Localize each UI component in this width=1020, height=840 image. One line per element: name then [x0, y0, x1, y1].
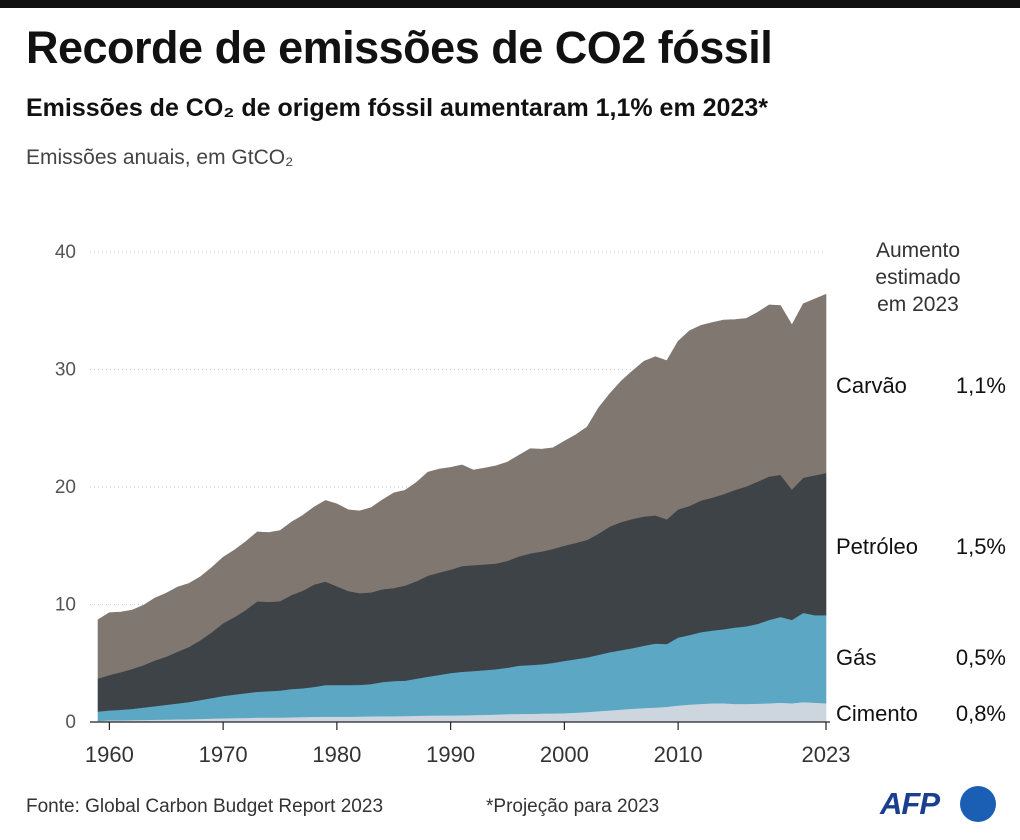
legend-heading-line-1: Aumento: [842, 237, 994, 264]
projection-note: *Projeção para 2023: [486, 796, 659, 818]
legend-item-carvao: Carvão 1,1%: [836, 373, 1006, 401]
y-tick-label: 10: [55, 595, 76, 616]
y-tick-label: 30: [55, 360, 76, 381]
x-tick-label: 1990: [426, 742, 475, 767]
legend-name: Carvão: [836, 373, 907, 399]
legend-item-petroleo: Petróleo 1,5%: [836, 534, 1006, 562]
x-tick-label: 2000: [540, 742, 589, 767]
legend-item-gas: Gás 0,5%: [836, 645, 1006, 673]
legend-name: Cimento: [836, 701, 918, 727]
legend-heading: Aumento estimado em 2023: [842, 237, 994, 318]
x-tick-label: 1980: [312, 742, 361, 767]
y-tick-label: 20: [55, 477, 76, 498]
legend-name: Gás: [836, 645, 876, 671]
afp-logo-dot-icon: [960, 786, 996, 822]
afp-logo-text: AFP: [880, 786, 939, 822]
legend-pct: 0,5%: [956, 645, 1006, 671]
x-tick-label: 2010: [654, 742, 703, 767]
afp-logo: AFP: [880, 784, 1000, 824]
x-tick-label: 2023: [802, 742, 851, 767]
legend-heading-line-2: estimado: [842, 264, 994, 291]
y-tick-label: 40: [55, 242, 76, 263]
legend-name: Petróleo: [836, 534, 918, 560]
legend-pct: 1,1%: [956, 373, 1006, 399]
legend-item-cimento: Cimento 0,8%: [836, 701, 1006, 729]
x-tick-label: 1960: [85, 742, 134, 767]
source-note: Fonte: Global Carbon Budget Report 2023: [26, 796, 383, 818]
x-tick-label: 1970: [199, 742, 248, 767]
legend-pct: 1,5%: [956, 534, 1006, 560]
legend-heading-line-3: em 2023: [842, 291, 994, 318]
legend-pct: 0,8%: [956, 701, 1006, 727]
y-tick-label: 0: [65, 712, 76, 733]
